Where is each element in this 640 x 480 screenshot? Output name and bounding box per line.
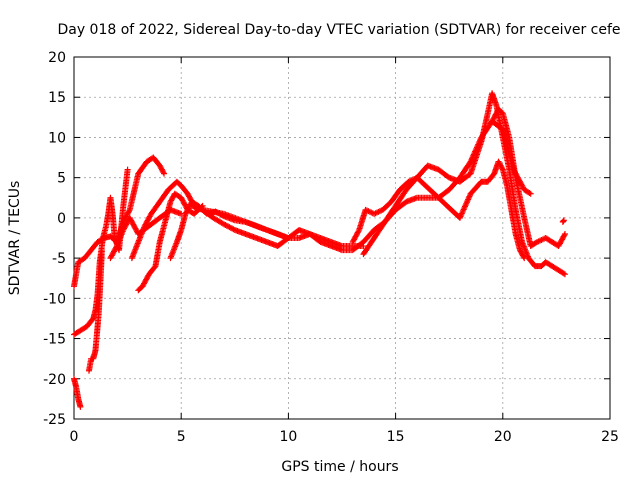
series-arc-j xyxy=(349,158,528,262)
x-tick-label: 10 xyxy=(279,429,297,445)
y-axis-label: SDTVAR / TECUs xyxy=(7,181,23,296)
y-tick-label: 5 xyxy=(57,171,66,187)
y-tick-label: -5 xyxy=(52,251,66,267)
data-point-marks xyxy=(489,106,568,250)
series-arc-c xyxy=(71,375,84,410)
y-tick-label: -25 xyxy=(43,412,66,428)
x-axis-label: GPS time / hours xyxy=(281,459,398,475)
data-point-marks xyxy=(349,158,528,262)
y-tick-label: -15 xyxy=(43,332,66,348)
axis-ticks: 0 5 10 15 20 25 -25 -20 -15 -10 -5 0 5 10 15 20 xyxy=(43,50,619,445)
data-points xyxy=(71,90,568,410)
series-arc-d xyxy=(86,247,105,374)
data-point-marks xyxy=(360,90,568,278)
y-tick-label: 10 xyxy=(48,130,66,146)
data-point-marks xyxy=(86,247,105,374)
x-tick-label: 25 xyxy=(601,429,619,445)
data-point-marks xyxy=(135,190,206,294)
y-tick-label: 20 xyxy=(48,50,66,66)
y-tick-label: 15 xyxy=(48,90,66,106)
data-point-marks xyxy=(559,217,567,225)
plot-frame xyxy=(73,56,611,420)
x-tick-label: 0 xyxy=(70,429,79,445)
x-tick-label: 15 xyxy=(387,429,405,445)
series-arc-k xyxy=(360,90,568,278)
x-tick-label: 20 xyxy=(494,429,512,445)
series-arc-g xyxy=(135,190,206,294)
chart-title: Day 018 of 2022, Sidereal Day-to-day VTE… xyxy=(57,22,620,38)
y-tick-label: -20 xyxy=(43,372,66,388)
y-tick-label: -10 xyxy=(43,291,66,307)
series-arc-l xyxy=(489,106,568,250)
x-tick-label: 5 xyxy=(177,429,186,445)
series-arc-m xyxy=(559,217,567,225)
data-point-marks xyxy=(71,375,84,410)
y-tick-label: 0 xyxy=(57,211,66,227)
